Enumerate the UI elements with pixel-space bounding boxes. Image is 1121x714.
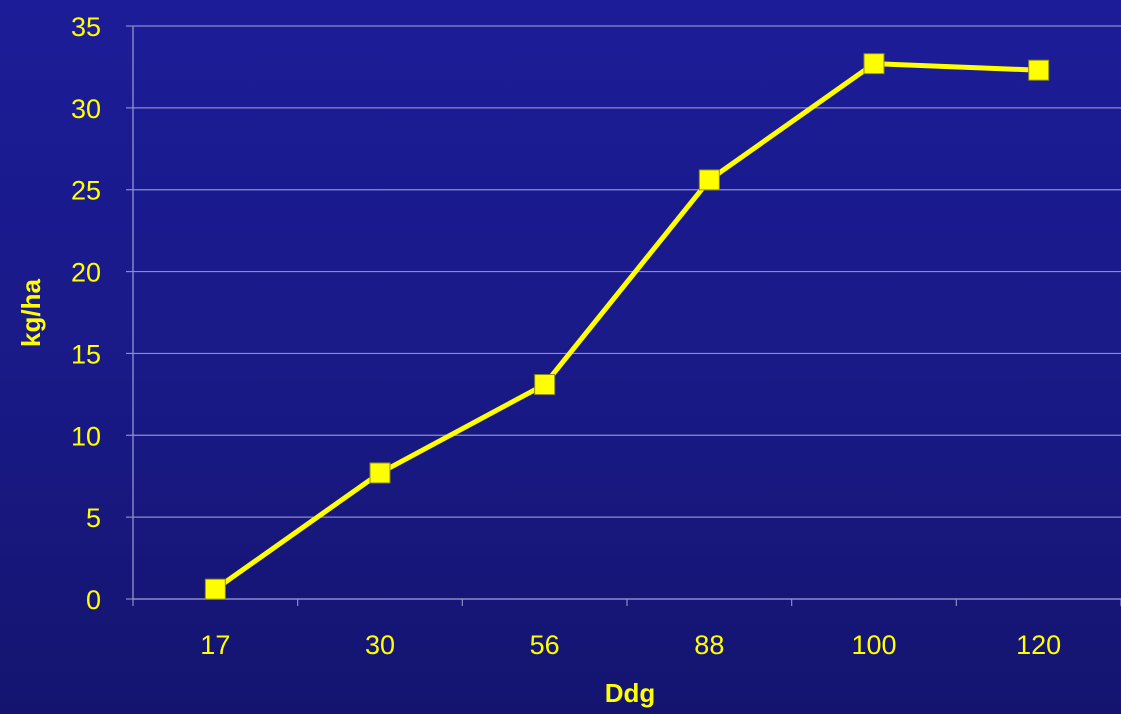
data-point-marker — [1028, 59, 1050, 81]
x-axis-title: Ddg — [605, 678, 656, 708]
y-tick-labels: 0 5 10 15 20 25 30 35 — [71, 12, 101, 615]
x-tick-label: 100 — [851, 630, 896, 660]
y-tick-label: 0 — [86, 585, 101, 615]
x-tick-label: 56 — [530, 630, 560, 660]
axes — [126, 25, 1121, 606]
x-tick-labels: 17 30 56 88 100 120 — [200, 630, 1061, 660]
x-tick-label: 30 — [365, 630, 395, 660]
y-tick-label: 20 — [71, 258, 101, 288]
y-tick-label: 10 — [71, 421, 101, 451]
y-tick-label: 15 — [71, 339, 101, 369]
y-tick-label: 30 — [71, 94, 101, 124]
y-tick-label: 35 — [71, 12, 101, 42]
gridlines — [133, 25, 1121, 518]
data-point-marker — [369, 462, 391, 484]
data-point-marker — [204, 578, 226, 600]
y-axis-title: kg/ha — [16, 279, 46, 347]
x-tick-label: 120 — [1016, 630, 1061, 660]
data-point-marker — [698, 169, 720, 191]
data-point-marker — [534, 374, 556, 396]
data-point-marker — [863, 53, 885, 75]
x-tick-label: 17 — [200, 630, 230, 660]
x-tick-label: 88 — [694, 630, 724, 660]
y-tick-label: 5 — [86, 503, 101, 533]
series-line — [213, 61, 1039, 592]
y-tick-label: 25 — [71, 176, 101, 206]
series-group — [204, 53, 1050, 600]
